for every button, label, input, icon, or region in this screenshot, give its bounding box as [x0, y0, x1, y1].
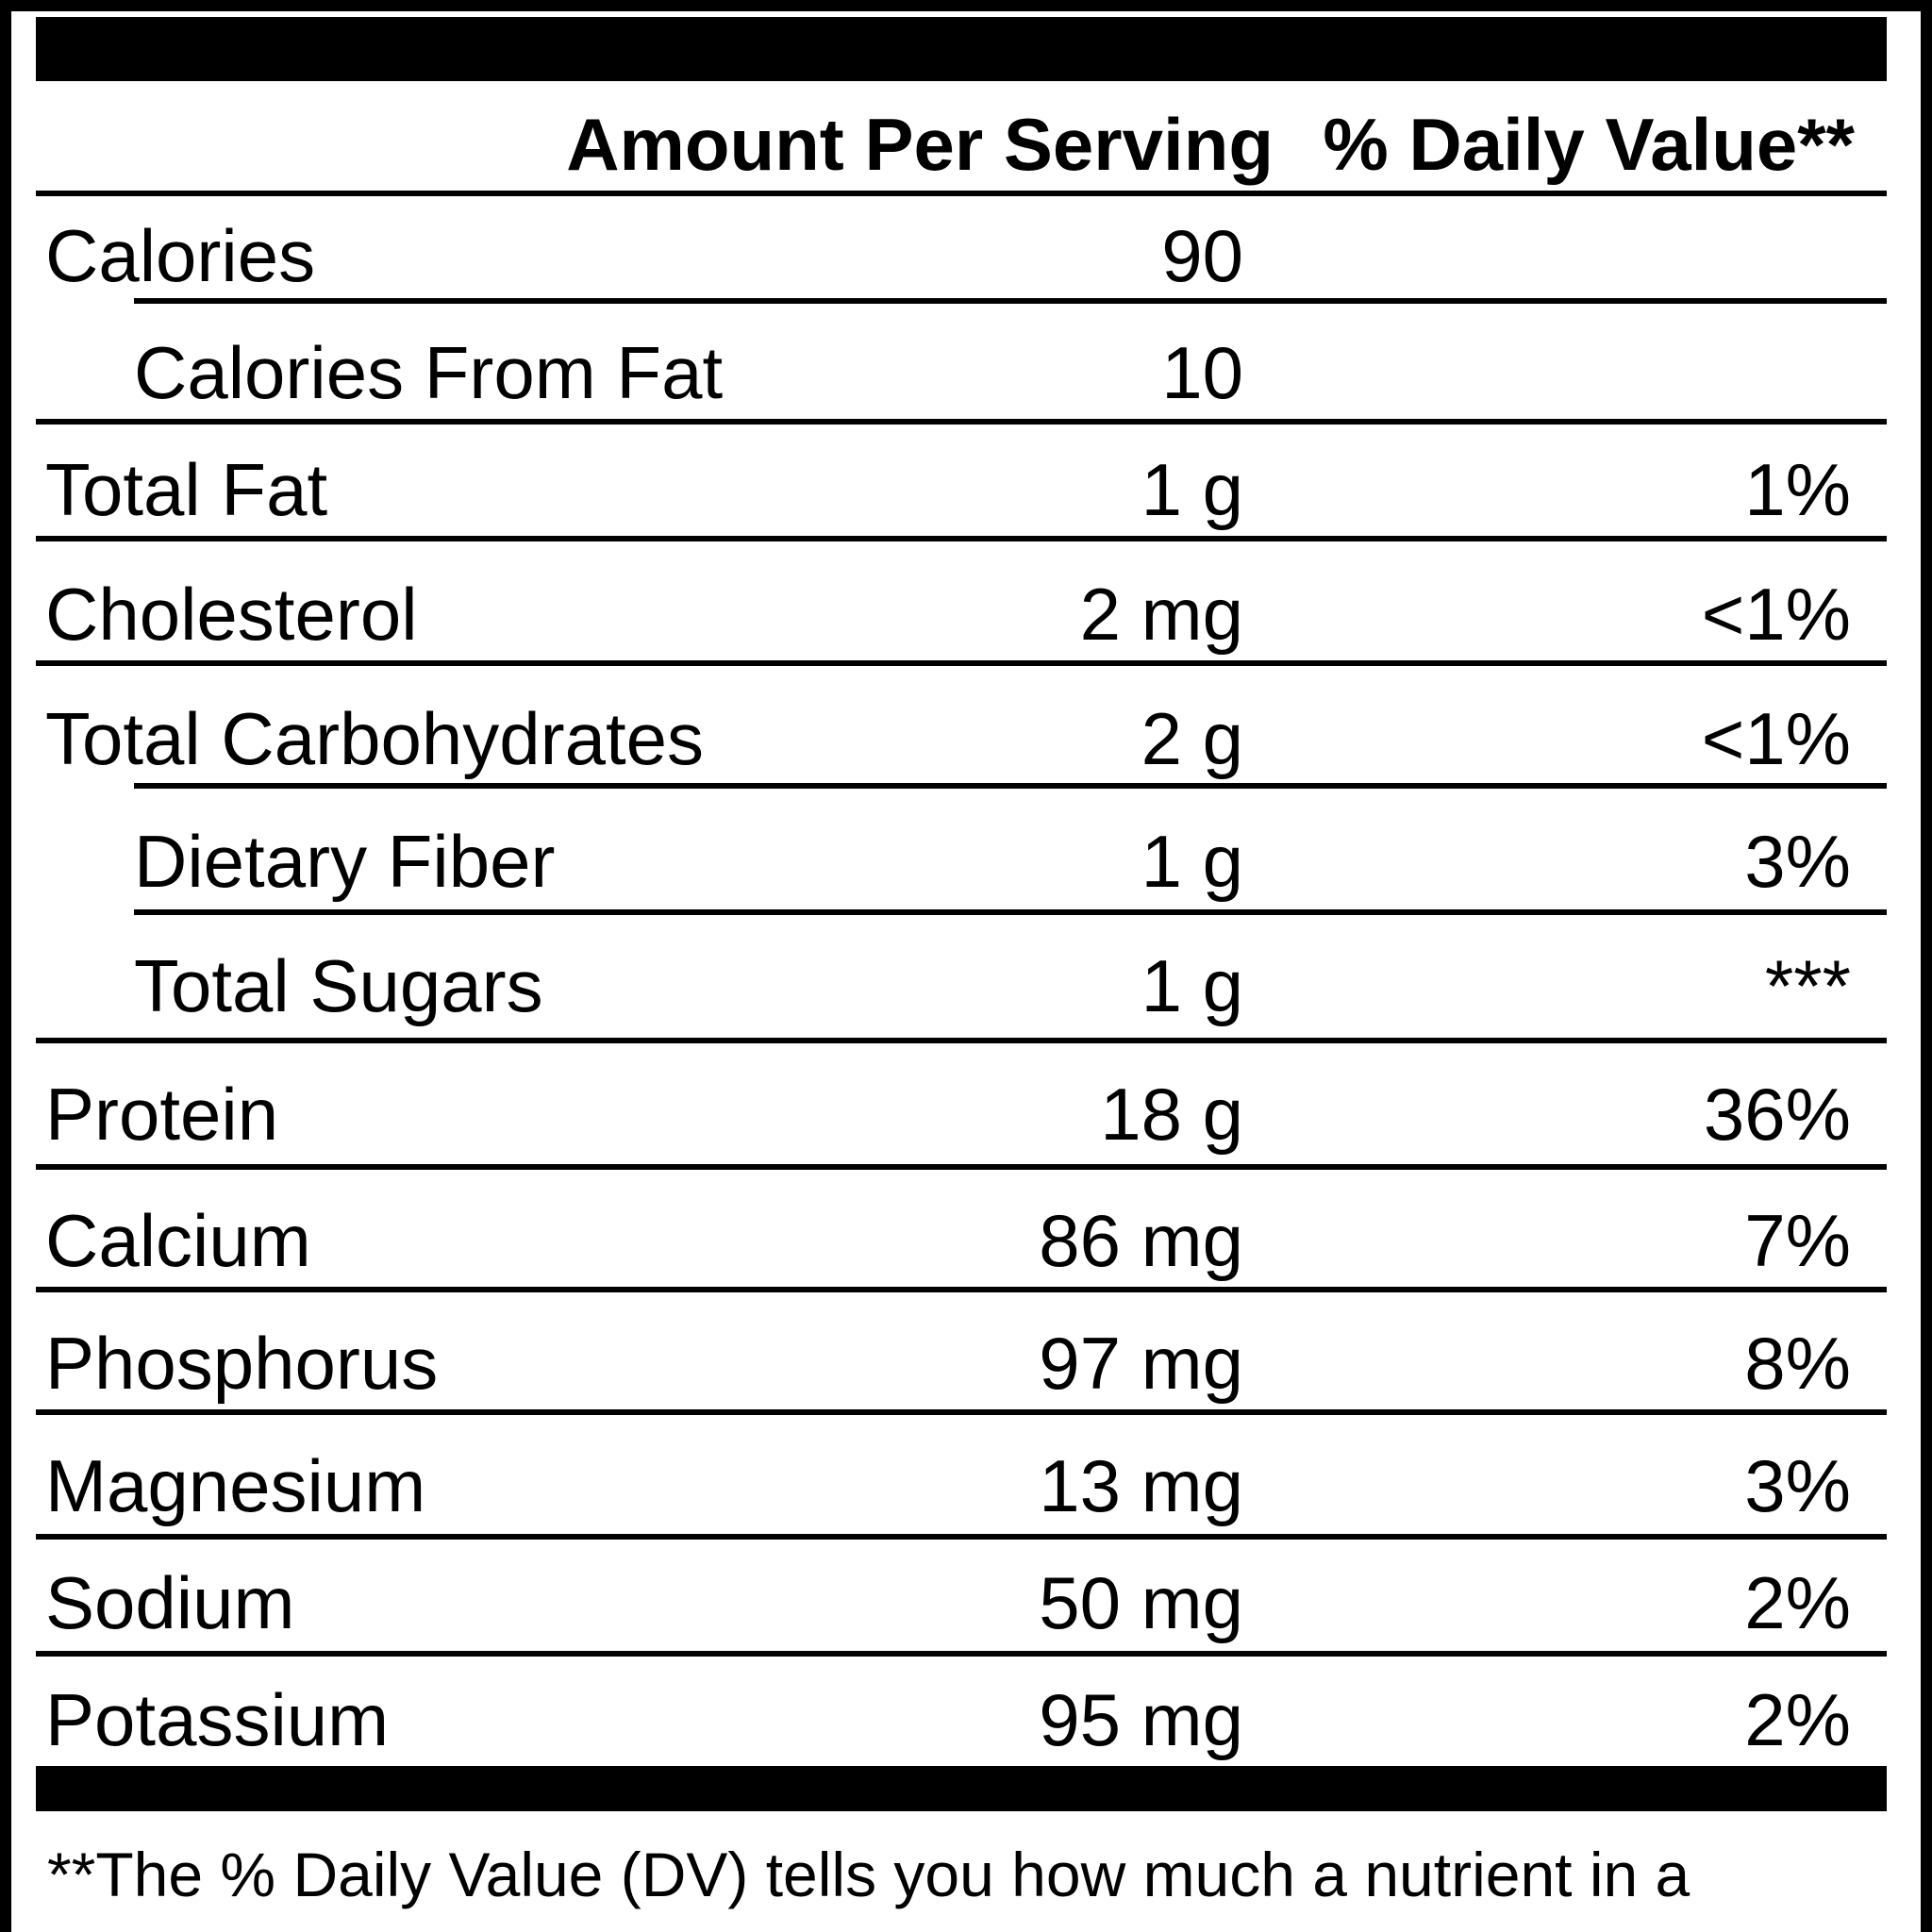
row-divider [36, 1287, 1887, 1292]
nutrient-daily-value: 2% [1744, 1678, 1851, 1761]
nutrient-amount: 1 g [1141, 944, 1243, 1027]
nutrient-amount: 10 [1161, 331, 1243, 414]
amount-per-serving-header: Amount Per Serving [566, 103, 1274, 186]
nutrient-name: Calories From Fat [134, 331, 724, 414]
nutrient-amount: 50 mg [1039, 1561, 1243, 1644]
row-divider [36, 1409, 1887, 1415]
nutrient-name: Protein [45, 1073, 279, 1156]
nutrient-amount: 1 g [1141, 820, 1243, 903]
nutrient-name: Cholesterol [45, 573, 418, 656]
row-divider [134, 298, 1887, 304]
nutrient-name: Calcium [45, 1199, 311, 1282]
nutrient-daily-value: <1% [1701, 697, 1851, 780]
nutrient-amount: 13 mg [1039, 1444, 1243, 1527]
column-header-row: Amount Per Serving % Daily Value** [36, 81, 1887, 192]
row-divider [36, 660, 1887, 666]
nutrient-name: Sodium [45, 1561, 295, 1644]
nutrient-name: Calories [45, 214, 316, 297]
row-divider [36, 1164, 1887, 1170]
row-divider [36, 536, 1887, 541]
nutrient-name: Total Sugars [134, 944, 543, 1027]
daily-value-header: % Daily Value** [1323, 103, 1855, 186]
row-divider [36, 191, 1887, 196]
nutrient-daily-value: 7% [1744, 1199, 1851, 1282]
nutrient-daily-value: 1% [1744, 448, 1851, 531]
nutrient-amount: 2 g [1141, 697, 1243, 780]
nutrient-amount: 18 g [1100, 1073, 1243, 1156]
nutrient-amount: 1 g [1141, 448, 1243, 531]
nutrient-daily-value: 36% [1703, 1073, 1851, 1156]
nutrient-amount: 90 [1161, 214, 1243, 297]
row-divider [134, 909, 1887, 915]
bottom-thick-bar [36, 1766, 1887, 1811]
nutrient-daily-value: *** [1764, 944, 1851, 1027]
nutrient-daily-value: 3% [1744, 820, 1851, 903]
row-divider [36, 419, 1887, 425]
nutrient-name: Phosphorus [45, 1322, 439, 1405]
nutrient-amount: 95 mg [1039, 1678, 1243, 1761]
nutrient-amount: 97 mg [1039, 1322, 1243, 1405]
nutrient-name: Potassium [45, 1678, 390, 1761]
nutrient-name: Dietary Fiber [134, 820, 556, 903]
nutrient-name: Magnesium [45, 1444, 426, 1527]
row-divider [36, 1038, 1887, 1043]
row-divider [36, 1534, 1887, 1540]
row-divider [36, 1651, 1887, 1657]
nutrient-name: Total Fat [45, 448, 328, 531]
nutrition-facts-panel: Amount Per Serving % Daily Value** Calor… [11, 11, 1921, 1932]
row-divider [134, 783, 1887, 789]
nutrient-name: Total Carbohydrates [45, 697, 705, 780]
nutrient-amount: 86 mg [1039, 1199, 1243, 1282]
daily-value-footnote: **The % Daily Value (DV) tells you how m… [47, 1840, 1715, 1932]
top-thick-bar [36, 17, 1887, 81]
nutrient-daily-value: <1% [1701, 573, 1851, 656]
nutrient-daily-value: 8% [1744, 1322, 1851, 1405]
nutrient-daily-value: 2% [1744, 1561, 1851, 1644]
nutrient-amount: 2 mg [1079, 573, 1243, 656]
nutrient-daily-value: 3% [1744, 1444, 1851, 1527]
